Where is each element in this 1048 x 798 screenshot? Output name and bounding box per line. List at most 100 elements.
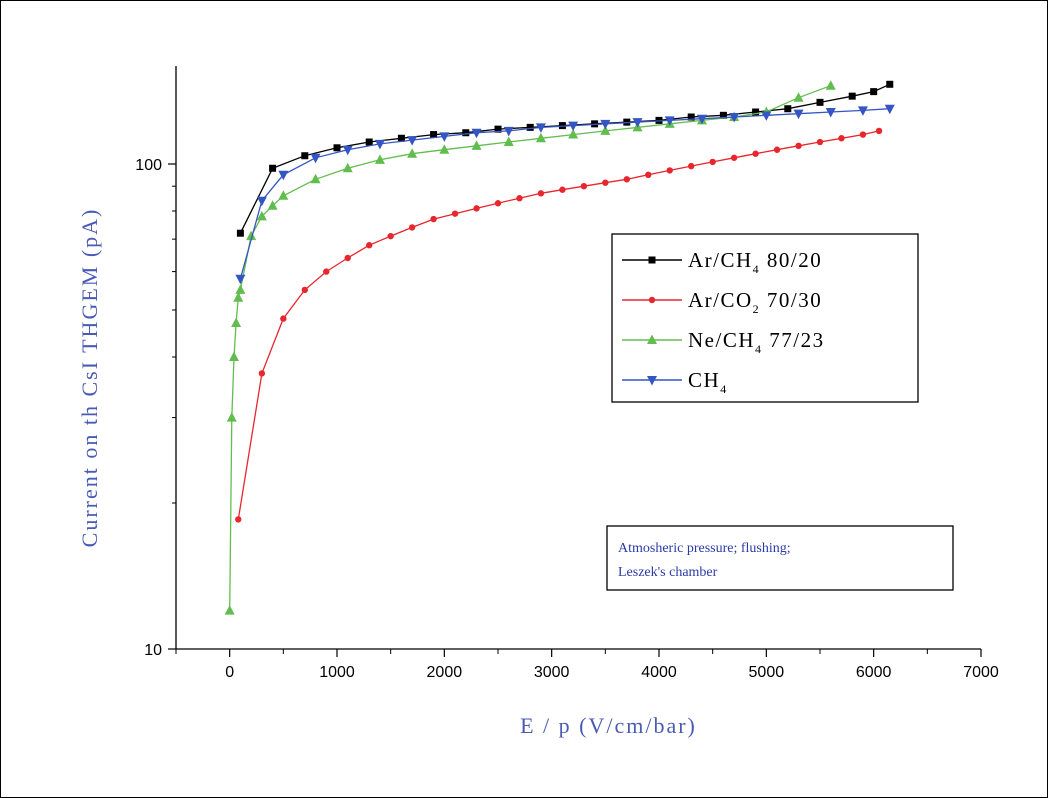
series-line (239, 83, 891, 234)
data-point (825, 80, 836, 90)
data-point (645, 171, 652, 179)
data-point (278, 170, 289, 181)
data-point (752, 150, 759, 157)
data-point (696, 114, 707, 125)
data-point (366, 242, 373, 249)
data-point (267, 200, 278, 210)
data-point (773, 146, 781, 153)
data-point (473, 205, 480, 212)
series-1 (236, 80, 894, 237)
data-point (761, 111, 772, 121)
data-point (397, 134, 405, 142)
data-point (246, 230, 257, 241)
data-point (825, 108, 836, 118)
data-point (886, 80, 894, 88)
data-point (559, 186, 566, 193)
data-point (838, 135, 845, 142)
data-point (884, 104, 895, 115)
data-point (719, 111, 727, 119)
annotation-text: Leszek's chamber (618, 565, 718, 580)
data-point (342, 145, 353, 156)
data-point (233, 292, 244, 302)
data-point (526, 123, 534, 131)
data-point (231, 317, 242, 328)
data-point (374, 154, 385, 164)
legend-item: Ne/CH4 77/23 (622, 328, 825, 356)
annotation-text: Atmosheric pressure; flushing; (618, 541, 791, 556)
x-tick-label: 7000 (963, 664, 999, 681)
x-tick-label: 5000 (749, 664, 785, 681)
data-point (568, 129, 579, 139)
data-point (795, 142, 802, 150)
data-point (333, 144, 341, 152)
data-point (342, 162, 353, 173)
legend-marker (647, 334, 657, 344)
data-point (258, 370, 266, 377)
legend-item: Ar/CO2 70/30 (622, 288, 822, 316)
data-point (365, 138, 373, 146)
data-point (439, 132, 450, 142)
data-point (602, 179, 609, 186)
data-point (688, 162, 695, 170)
data-point (729, 112, 740, 123)
data-point (228, 351, 239, 362)
data-point (301, 152, 309, 160)
data-point (344, 254, 351, 262)
data-point (600, 125, 611, 135)
data-point (471, 128, 482, 139)
data-point (408, 224, 416, 231)
data-point (310, 173, 321, 184)
data-point (503, 136, 514, 147)
data-point (235, 274, 246, 285)
x-tick-label: 6000 (856, 664, 892, 681)
legend-label: Ne/CH4 77/23 (688, 328, 825, 356)
legend-item: Ar/CH4 80/20 (622, 248, 822, 276)
legend-label: Ar/CO2 70/30 (688, 288, 822, 316)
x-tick-label: 2000 (427, 664, 463, 681)
series-layer (224, 80, 895, 615)
data-point (600, 119, 611, 130)
series-3 (224, 80, 836, 615)
data-point (535, 123, 546, 133)
data-point (310, 153, 321, 164)
legend-label: CH4 (688, 368, 728, 396)
data-point (374, 139, 385, 150)
y-axis-title: Current on th CsI THGEM (pA) (77, 208, 102, 548)
legend-item: CH4 (622, 368, 728, 396)
axes: 0 1000 2000 3000 4000 5000 6000 7000 10 100 (135, 66, 999, 681)
data-point (793, 109, 804, 120)
annotation-frame (606, 525, 954, 591)
data-point (784, 105, 792, 113)
data-point (256, 210, 267, 221)
data-point (623, 176, 630, 183)
data-point (816, 138, 824, 146)
series-2 (235, 127, 883, 523)
data-point (687, 113, 695, 121)
series-4 (235, 104, 895, 285)
data-point (494, 200, 502, 207)
data-point (430, 215, 437, 223)
legend-marker (648, 296, 656, 304)
data-point (503, 126, 514, 137)
x-tick-label: 0 (225, 664, 234, 681)
data-point (537, 190, 545, 197)
data-point (235, 284, 246, 294)
data-point (430, 131, 438, 139)
legend-label: Ar/CH4 80/20 (688, 248, 822, 276)
data-point (793, 92, 804, 102)
data-point (235, 516, 242, 523)
x-axis-title: E / p (V/cm/bar) (520, 713, 697, 738)
data-point (568, 121, 579, 132)
data-point (407, 148, 418, 158)
data-point (848, 92, 856, 100)
data-point (632, 118, 643, 128)
data-point (870, 88, 878, 96)
data-point (857, 106, 868, 116)
data-point (709, 158, 716, 166)
data-point (439, 144, 450, 154)
data-point (816, 98, 824, 106)
data-point (387, 232, 394, 240)
data-point (730, 154, 738, 161)
legend-box (611, 233, 919, 403)
